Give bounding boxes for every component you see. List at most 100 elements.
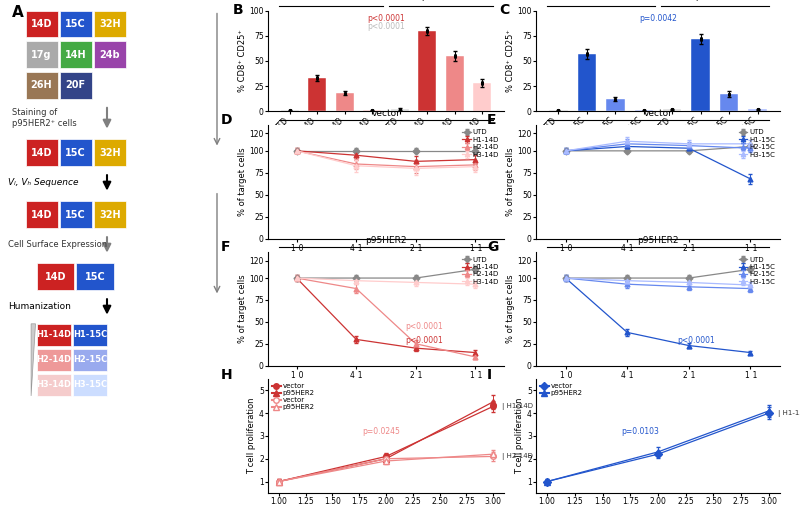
Text: G: G — [487, 241, 498, 254]
Bar — [720, 94, 738, 111]
Point — [638, 106, 650, 114]
Point — [751, 105, 764, 113]
Text: E: E — [487, 113, 497, 127]
Text: p<0.0001: p<0.0001 — [367, 22, 405, 31]
Text: A: A — [13, 5, 24, 20]
Point — [448, 51, 461, 59]
Text: 20F: 20F — [66, 81, 86, 90]
Text: 24b: 24b — [99, 50, 120, 59]
Text: | H2-14D: | H2-14D — [502, 453, 533, 460]
Text: C: C — [499, 3, 510, 16]
Legend: UTD, H1-15C, H2-15C, H3-15C: UTD, H1-15C, H2-15C, H3-15C — [738, 255, 777, 286]
Bar — [281, 110, 298, 111]
Point — [448, 52, 461, 60]
Bar — [748, 109, 766, 111]
FancyBboxPatch shape — [37, 374, 70, 396]
X-axis label: Target_CAR T: Target_CAR T — [358, 382, 414, 391]
Point — [311, 73, 324, 82]
Text: 14D: 14D — [45, 272, 66, 281]
Text: p<0.0001: p<0.0001 — [405, 322, 442, 331]
Text: 15C: 15C — [85, 272, 106, 281]
Y-axis label: % CD8⁺ CD25⁺: % CD8⁺ CD25⁺ — [238, 30, 246, 92]
Point — [609, 95, 622, 103]
Bar — [578, 54, 596, 111]
Text: H3-15C: H3-15C — [73, 381, 107, 389]
Point — [581, 50, 594, 58]
Point — [581, 49, 594, 57]
Text: Humanization: Humanization — [8, 303, 71, 311]
Text: p=0.0245: p=0.0245 — [362, 427, 400, 436]
Text: H: H — [221, 368, 233, 382]
FancyBboxPatch shape — [26, 11, 58, 37]
Point — [609, 95, 622, 104]
Y-axis label: T cell proliferation: T cell proliferation — [515, 398, 524, 474]
X-axis label: Target_CAR T: Target_CAR T — [358, 254, 414, 263]
Y-axis label: T cell proliferation: T cell proliferation — [247, 398, 256, 474]
FancyBboxPatch shape — [60, 72, 92, 99]
Point — [694, 34, 707, 43]
Point — [338, 89, 351, 97]
Point — [552, 106, 565, 114]
Point — [476, 78, 489, 86]
Text: p<0.0001: p<0.0001 — [678, 336, 715, 345]
Bar — [474, 83, 491, 111]
Legend: UTD, H1-15C, H2-15C, H3-15C: UTD, H1-15C, H2-15C, H3-15C — [738, 128, 777, 159]
Text: Vₗ, Vₕ Sequence: Vₗ, Vₕ Sequence — [8, 179, 78, 187]
Text: 32H: 32H — [99, 210, 121, 219]
Point — [394, 105, 406, 113]
Point — [638, 106, 650, 114]
Text: 15C: 15C — [66, 19, 86, 29]
Text: 15C: 15C — [66, 210, 86, 219]
Point — [311, 74, 324, 82]
Point — [421, 28, 434, 36]
FancyBboxPatch shape — [60, 11, 92, 37]
Text: 14H: 14H — [65, 50, 86, 59]
Text: p=0.0042: p=0.0042 — [639, 14, 677, 23]
Point — [394, 105, 406, 114]
Text: H2-15C: H2-15C — [73, 356, 107, 364]
Point — [366, 106, 378, 114]
FancyBboxPatch shape — [60, 139, 92, 166]
FancyBboxPatch shape — [94, 139, 126, 166]
Point — [338, 89, 351, 98]
Bar — [634, 110, 653, 111]
Point — [609, 94, 622, 103]
Bar — [550, 110, 568, 111]
Point — [751, 105, 764, 113]
Y-axis label: % of target cells: % of target cells — [506, 147, 514, 216]
Point — [283, 106, 296, 114]
Text: H3-14D: H3-14D — [36, 381, 71, 389]
Legend: UTD, H1-14D, H2-14D, H3-14D: UTD, H1-14D, H2-14D, H3-14D — [461, 255, 501, 286]
Point — [311, 75, 324, 83]
Point — [421, 26, 434, 35]
FancyBboxPatch shape — [60, 201, 92, 228]
X-axis label: Target_CAR T: Target_CAR T — [630, 254, 686, 263]
Bar — [308, 78, 326, 111]
Point — [722, 90, 735, 98]
Point — [476, 79, 489, 87]
Text: 17g: 17g — [31, 50, 52, 59]
Text: | H1-15C: | H1-15C — [778, 410, 800, 417]
Y-axis label: % of target cells: % of target cells — [506, 275, 514, 343]
Text: 14D: 14D — [31, 19, 52, 29]
Text: 14D: 14D — [31, 148, 52, 157]
Point — [722, 90, 735, 99]
FancyBboxPatch shape — [94, 11, 126, 37]
Legend: UTD, H1-14D, H2-14D, H3-14D: UTD, H1-14D, H2-14D, H3-14D — [461, 128, 501, 159]
Text: H1-14D: H1-14D — [36, 331, 71, 339]
Text: 15C: 15C — [66, 148, 86, 157]
FancyBboxPatch shape — [94, 201, 126, 228]
Bar — [663, 109, 682, 111]
Y-axis label: % of target cells: % of target cells — [238, 147, 246, 216]
Point — [476, 80, 489, 89]
FancyBboxPatch shape — [37, 349, 70, 371]
Text: p<0.0001: p<0.0001 — [367, 14, 405, 23]
Point — [666, 105, 678, 113]
Point — [694, 33, 707, 42]
Title: vector: vector — [371, 109, 401, 118]
FancyBboxPatch shape — [26, 201, 58, 228]
Point — [552, 106, 565, 114]
Title: vector: vector — [643, 109, 673, 118]
Bar — [336, 93, 354, 111]
Text: 26H: 26H — [30, 81, 52, 90]
